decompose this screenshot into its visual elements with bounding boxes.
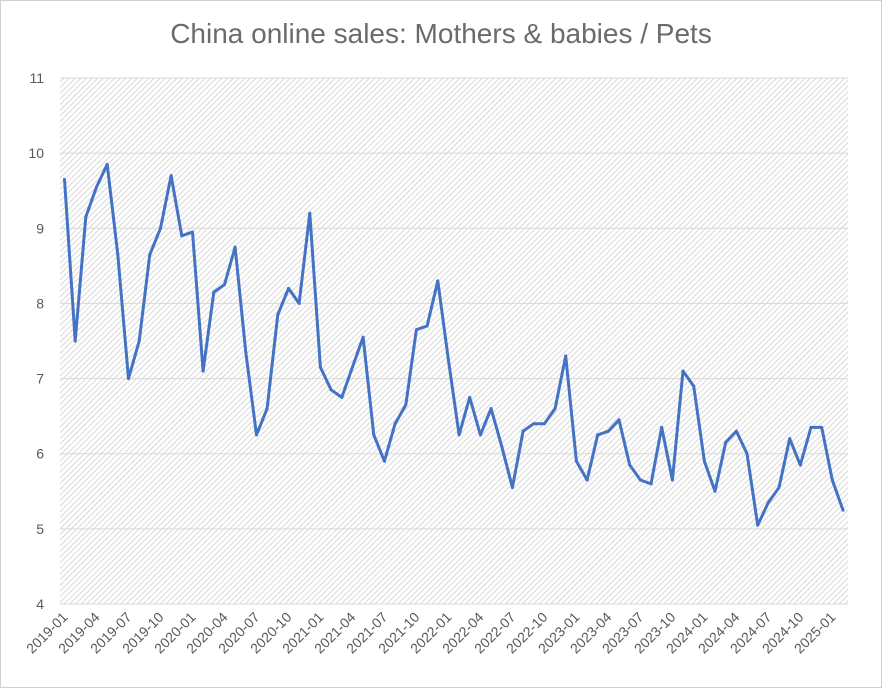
data-point	[489, 407, 493, 411]
data-point	[169, 174, 173, 178]
data-point	[617, 418, 621, 422]
data-point	[542, 422, 546, 426]
data-point	[393, 422, 397, 426]
data-point	[297, 301, 301, 305]
x-axis: 2019-012019-042019-072019-102020-012020-…	[23, 609, 839, 657]
data-point	[521, 429, 525, 433]
data-point	[510, 486, 514, 490]
data-point	[830, 478, 834, 482]
data-point	[190, 230, 194, 234]
gridlines	[60, 77, 848, 605]
data-point	[180, 234, 184, 238]
data-point	[201, 369, 205, 373]
data-point	[212, 290, 216, 294]
data-point	[425, 324, 429, 328]
data-point	[777, 486, 781, 490]
series-line	[63, 162, 845, 527]
data-point	[158, 226, 162, 230]
data-point	[670, 478, 674, 482]
data-point	[254, 433, 258, 437]
data-point	[585, 478, 589, 482]
data-point	[63, 177, 66, 181]
data-point	[606, 429, 610, 433]
data-point	[116, 253, 120, 257]
data-point	[820, 425, 824, 429]
data-point	[553, 407, 557, 411]
y-axis: 4 5 6 7 8 9 10 11	[28, 70, 44, 612]
data-point	[638, 478, 642, 482]
data-point	[126, 377, 130, 381]
data-point	[713, 489, 717, 493]
data-point	[532, 422, 536, 426]
data-point	[244, 350, 248, 354]
data-point	[564, 354, 568, 358]
y-tick-label: 8	[36, 295, 44, 311]
y-tick-label: 6	[36, 446, 44, 462]
data-point	[436, 279, 440, 283]
plot-area	[60, 78, 848, 604]
series-layer	[63, 162, 845, 527]
data-point	[841, 508, 845, 512]
data-point	[94, 185, 98, 189]
y-tick-label: 10	[28, 145, 44, 161]
data-point	[276, 313, 280, 317]
data-point	[361, 335, 365, 339]
data-point	[756, 523, 760, 527]
y-tick-label: 5	[36, 521, 44, 537]
data-point	[734, 429, 738, 433]
data-point	[73, 339, 77, 343]
y-tick-label: 4	[36, 596, 44, 612]
data-point	[574, 459, 578, 463]
data-point	[766, 501, 770, 505]
y-tick-label: 7	[36, 371, 44, 387]
data-point	[148, 253, 152, 257]
data-point	[702, 459, 706, 463]
data-point	[222, 283, 226, 287]
data-point	[692, 384, 696, 388]
y-tick-label: 11	[29, 70, 44, 86]
data-point	[457, 433, 461, 437]
data-point	[649, 482, 653, 486]
data-point	[468, 395, 472, 399]
data-point	[137, 339, 141, 343]
data-point	[809, 425, 813, 429]
data-point	[798, 463, 802, 467]
data-point	[340, 395, 344, 399]
data-point	[372, 433, 376, 437]
data-point	[329, 388, 333, 392]
data-point	[660, 425, 664, 429]
data-point	[233, 245, 237, 249]
y-tick-label: 9	[36, 220, 44, 236]
chart-title: China online sales: Mothers & babies / P…	[170, 18, 712, 49]
data-point	[414, 328, 418, 332]
data-point	[788, 437, 792, 441]
data-point	[478, 433, 482, 437]
data-point	[404, 403, 408, 407]
data-point	[681, 369, 685, 373]
data-point	[318, 365, 322, 369]
data-point	[446, 358, 450, 362]
data-point	[596, 433, 600, 437]
data-point	[745, 452, 749, 456]
data-point	[286, 286, 290, 290]
data-point	[105, 162, 109, 166]
data-point	[724, 440, 728, 444]
data-point	[350, 365, 354, 369]
data-point	[628, 463, 632, 467]
data-point	[308, 211, 312, 215]
data-point	[500, 444, 504, 448]
data-point	[265, 407, 269, 411]
data-point	[84, 215, 88, 219]
data-point	[382, 459, 386, 463]
